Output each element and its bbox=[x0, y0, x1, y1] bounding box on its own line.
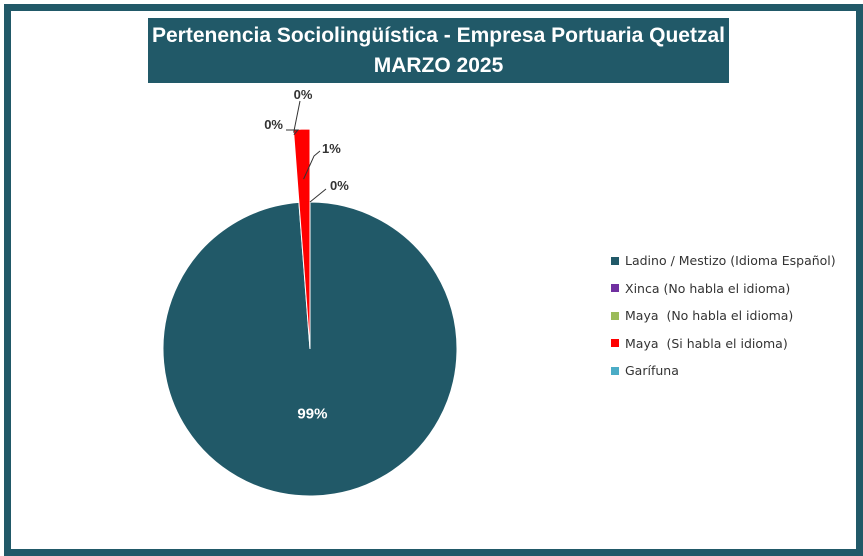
legend-label: Ladino / Mestizo (Idioma Español) bbox=[625, 253, 836, 269]
legend-swatch bbox=[611, 339, 619, 348]
data-label: 0% bbox=[330, 178, 349, 193]
legend-swatch bbox=[611, 366, 619, 375]
leader-line bbox=[286, 129, 300, 135]
data-label: 0% bbox=[294, 87, 313, 102]
legend-label: Garífuna bbox=[625, 363, 679, 379]
data-label: 99% bbox=[297, 406, 327, 423]
legend-item: Garífuna bbox=[611, 357, 836, 385]
legend-label: Maya (Si habla el idioma) bbox=[625, 335, 788, 351]
legend-item: Maya (Si habla el idioma) bbox=[611, 330, 836, 358]
legend-swatch bbox=[611, 256, 619, 265]
legend-item: Maya (No habla el idioma) bbox=[611, 302, 836, 330]
legend-label: Maya (No habla el idioma) bbox=[625, 308, 794, 324]
chart-legend: Ladino / Mestizo (Idioma Español) Xinca … bbox=[611, 247, 836, 385]
leader-line bbox=[293, 100, 301, 133]
data-label: 0% bbox=[264, 117, 283, 132]
leader-line bbox=[303, 150, 321, 180]
legend-label: Xinca (No habla el idioma) bbox=[625, 280, 791, 296]
chart-title-box: Pertenencia Sociolingüística - Empresa P… bbox=[148, 18, 729, 83]
legend-swatch bbox=[611, 284, 619, 293]
data-label: 1% bbox=[322, 141, 341, 156]
legend-swatch bbox=[611, 311, 619, 320]
legend-item: Ladino / Mestizo (Idioma Español) bbox=[611, 247, 836, 275]
chart-subtitle: MARZO 2025 bbox=[373, 54, 504, 77]
chart-title: Pertenencia Sociolingüística - Empresa P… bbox=[151, 24, 725, 47]
legend-item: Xinca (No habla el idioma) bbox=[611, 275, 836, 303]
leader-line bbox=[309, 188, 327, 203]
